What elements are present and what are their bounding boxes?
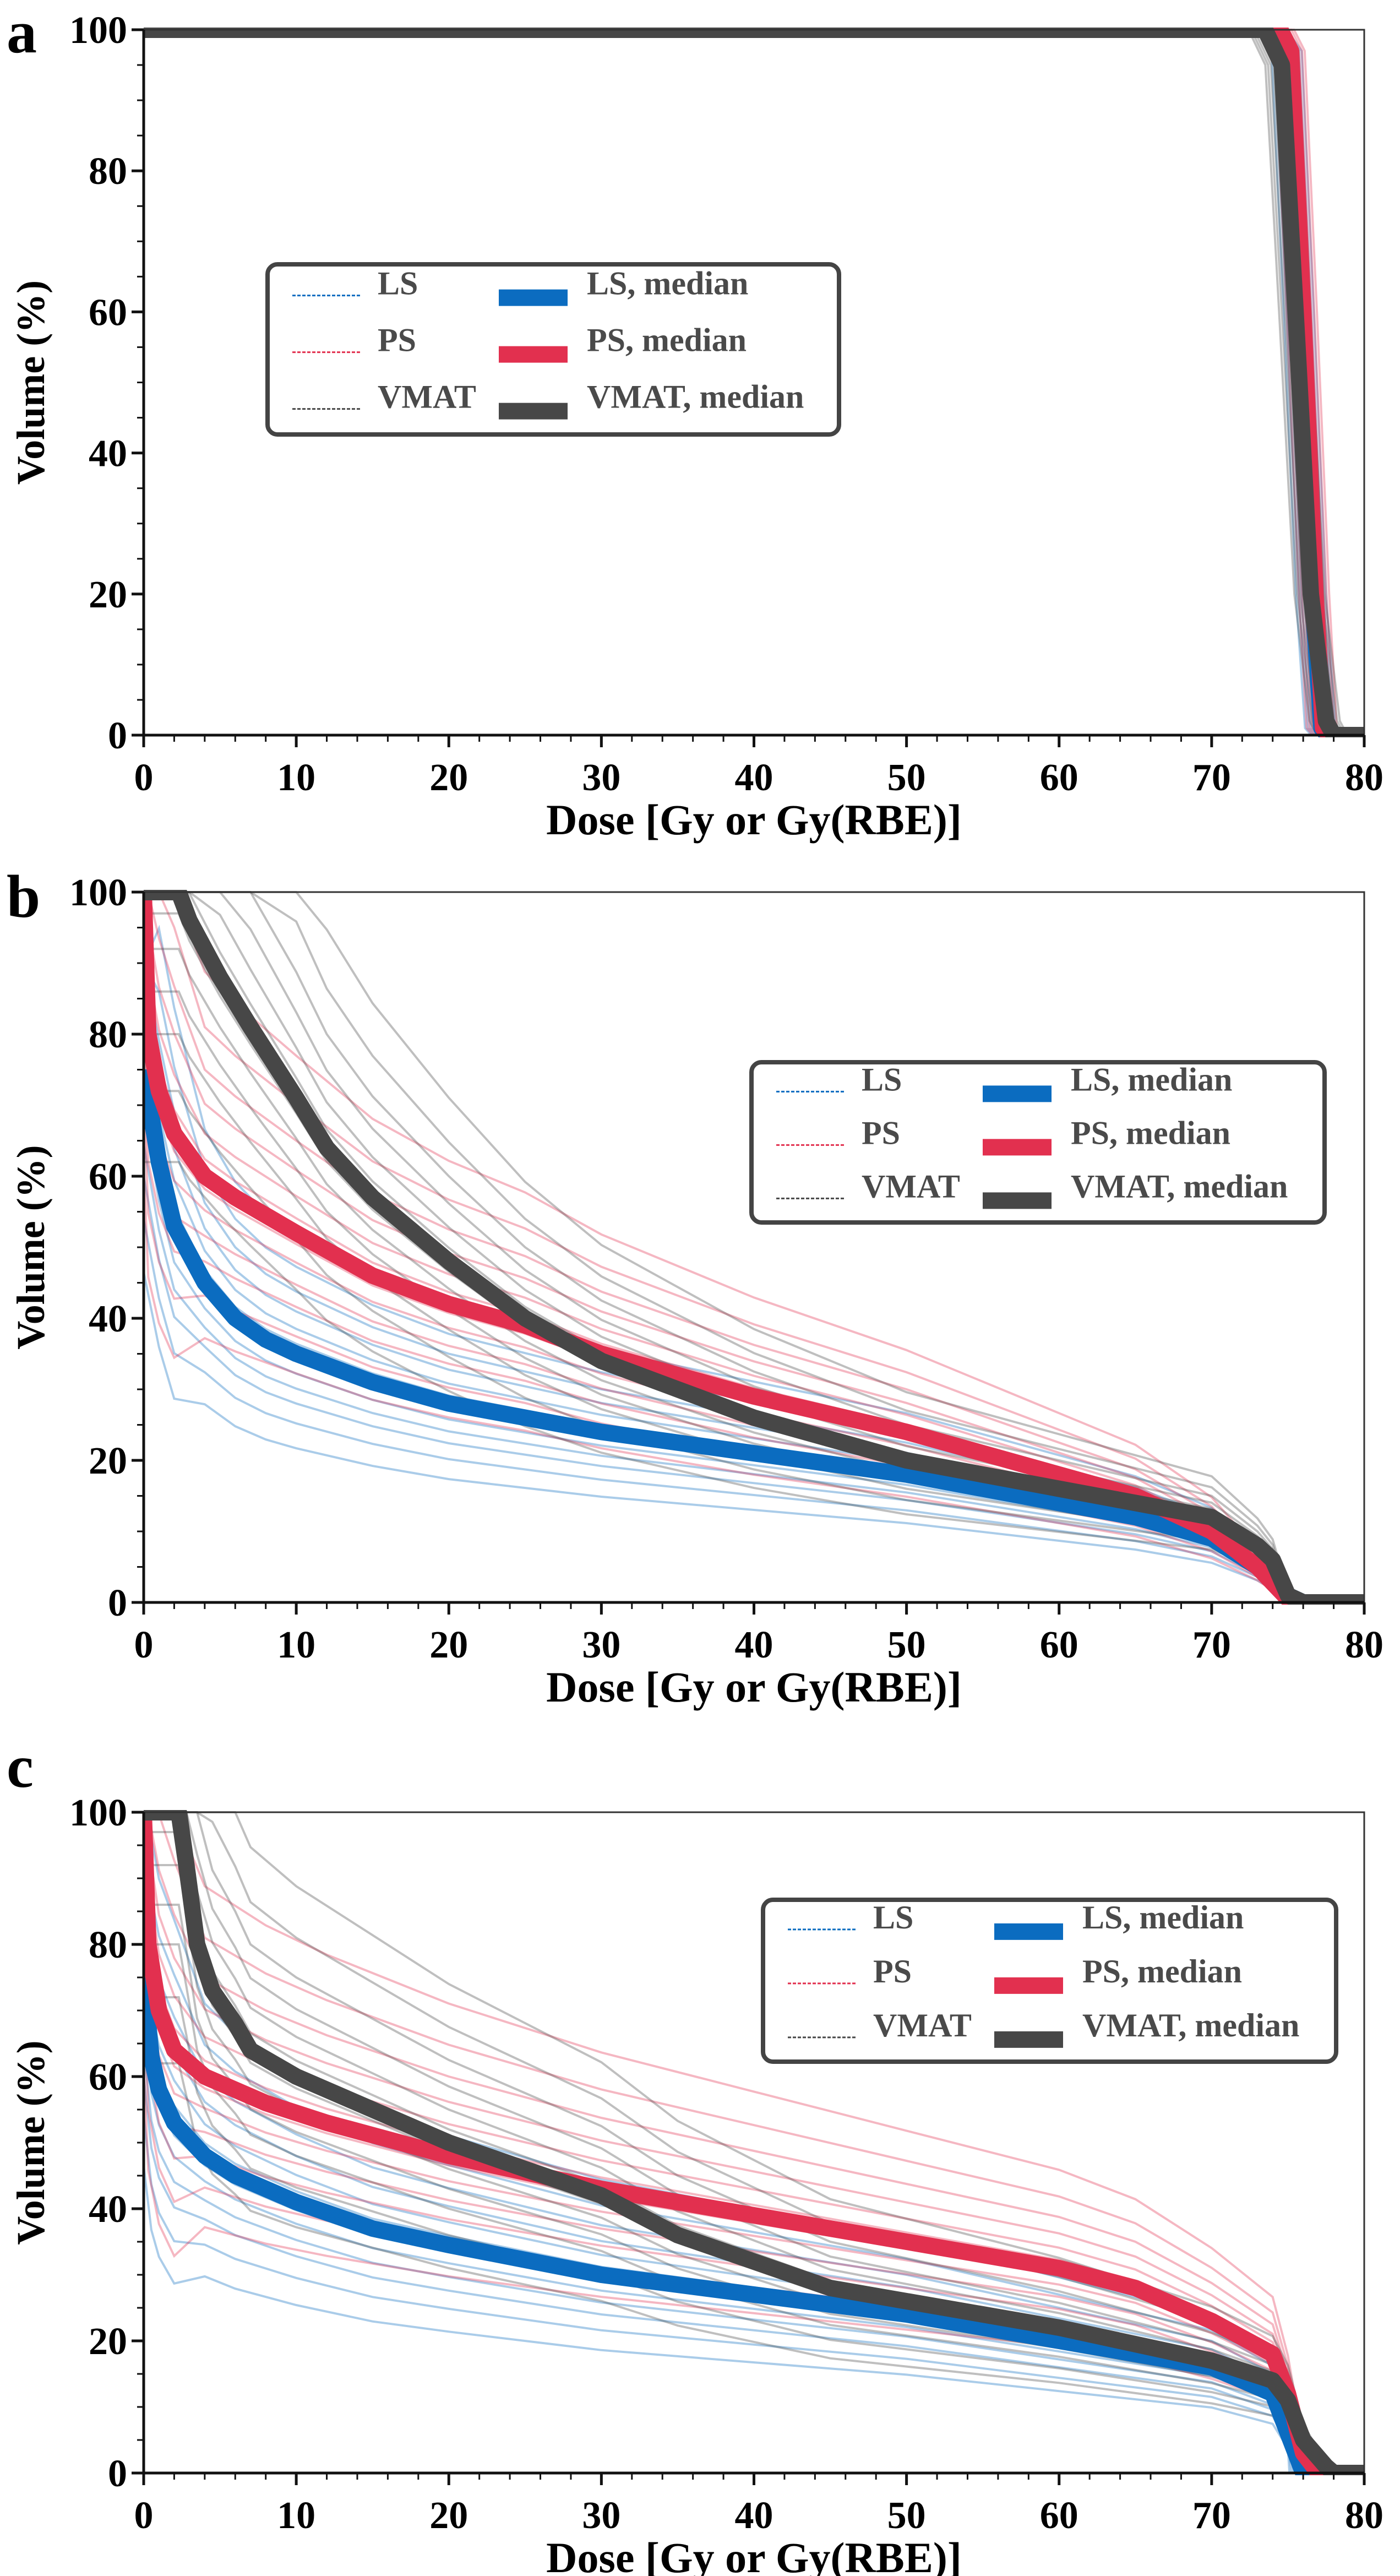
panel-label: c (7, 1733, 34, 1800)
legend-label: PS (378, 322, 416, 358)
x-axis-label: Dose [Gy or Gy(RBE)] (546, 796, 962, 844)
legend-label: VMAT, median (587, 379, 804, 415)
median-curve-vmat (144, 1810, 1364, 2475)
x-tick-label: 60 (1040, 757, 1078, 799)
x-tick-label: 20 (429, 757, 468, 799)
y-tick-label: 80 (89, 150, 127, 193)
y-tick-label: 60 (89, 291, 127, 334)
y-tick-label: 20 (89, 2320, 127, 2363)
x-tick-label: 50 (887, 1624, 926, 1666)
legend-label: LS (378, 265, 418, 302)
y-tick-label: 0 (108, 1582, 127, 1624)
legend: LS LS, median PS PS, median VMAT VMAT, median (749, 1060, 1327, 1225)
legend-label: LS, median (587, 265, 748, 302)
legend-label: LS, median (1071, 1061, 1232, 1097)
x-tick-label: 50 (887, 757, 926, 799)
y-tick-label: 80 (89, 1014, 127, 1056)
y-tick-label: 40 (89, 1298, 127, 1340)
y-tick-label: 80 (89, 1924, 127, 1966)
y-tick-label: 60 (89, 1156, 127, 1198)
x-tick-label: 70 (1192, 2495, 1231, 2537)
individual-curve-ps (144, 1162, 1351, 1604)
legend: LS LS, median PS PS, median VMAT VMAT, median (265, 262, 841, 437)
legend-label: PS (862, 1115, 900, 1151)
legend-label: VMAT (378, 379, 476, 415)
legend-label: LS (873, 1899, 913, 1936)
y-tick-label: 40 (89, 433, 127, 475)
x-tick-label: 40 (735, 1624, 773, 1666)
y-tick-label: 20 (89, 574, 127, 616)
x-tick-label: 0 (134, 1624, 154, 1666)
legend-label: LS, median (1082, 1899, 1244, 1936)
y-tick-label: 20 (89, 1440, 127, 1482)
y-tick-label: 100 (69, 872, 127, 914)
legend-label: PS, median (587, 322, 747, 358)
legend-label: PS, median (1071, 1115, 1230, 1151)
panel-label: a (7, 0, 37, 66)
x-tick-label: 30 (582, 1624, 620, 1666)
individual-curve-ps (144, 1811, 1364, 2474)
legend-label: VMAT, median (1071, 1168, 1288, 1204)
panel-c: c 0 10 20 30 40 50 60 70 80 0 20 40 60 80 100 Dose [Gy o… (7, 1733, 1383, 2576)
x-tick-label: 20 (429, 1624, 468, 1666)
legend-label: VMAT (862, 1168, 960, 1204)
individual-curve-ps (144, 1091, 1353, 1604)
x-tick-label: 80 (1345, 2495, 1383, 2537)
x-tick-label: 30 (582, 757, 620, 799)
x-tick-label: 60 (1040, 1624, 1078, 1666)
y-axis-label: Volume (%) (9, 1145, 53, 1349)
x-tick-label: 0 (134, 757, 154, 799)
x-tick-label: 10 (277, 1624, 315, 1666)
legend-label: LS (862, 1061, 902, 1097)
legend-label: PS (873, 1953, 912, 1990)
x-tick-label: 10 (277, 757, 315, 799)
x-tick-label: 40 (735, 2495, 773, 2537)
y-tick-label: 0 (108, 2453, 127, 2495)
y-tick-label: 0 (108, 715, 127, 757)
x-tick-label: 10 (277, 2495, 315, 2537)
x-tick-label: 30 (582, 2495, 620, 2537)
legend-label: PS, median (1082, 1953, 1242, 1990)
x-tick-label: 70 (1192, 1624, 1231, 1666)
x-tick-label: 70 (1192, 757, 1231, 799)
x-tick-label: 80 (1345, 757, 1383, 799)
median-curve-ls (144, 1976, 1364, 2475)
x-tick-label: 80 (1345, 1624, 1383, 1666)
y-tick-label: 100 (69, 1792, 127, 1834)
y-tick-label: 60 (89, 2056, 127, 2099)
y-axis-label: Volume (%) (9, 280, 53, 485)
median-curve-vmat (144, 28, 1364, 737)
y-axis-label: Volume (%) (9, 2040, 53, 2245)
y-tick-label: 40 (89, 2188, 127, 2231)
median-curve-vmat (144, 890, 1364, 1605)
x-axis-label: Dose [Gy or Gy(RBE)] (546, 1663, 962, 1711)
panel-a: a 0 10 20 30 40 50 60 70 80 0 20 40 60 80 100 Dose [Gy o… (7, 0, 1383, 844)
x-axis-label: Dose [Gy or Gy(RBE)] (546, 2534, 962, 2576)
x-tick-label: 0 (134, 2495, 154, 2537)
plot-area (144, 890, 1364, 1605)
x-tick-label: 60 (1040, 2495, 1078, 2537)
panel-label: b (7, 863, 40, 930)
legend: LS LS, median PS PS, median VMAT VMAT, median (761, 1898, 1338, 2064)
legend-label: VMAT (873, 2007, 972, 2044)
x-tick-label: 50 (887, 2495, 926, 2537)
x-tick-label: 20 (429, 2495, 468, 2537)
panel-b: b 0 10 20 30 40 50 60 70 80 0 20 40 60 80 100 Dose [Gy o… (7, 863, 1383, 1711)
y-tick-label: 100 (69, 9, 127, 52)
x-tick-label: 40 (735, 757, 773, 799)
individual-curve-ls (144, 1271, 1351, 1604)
legend-label: VMAT, median (1082, 2007, 1299, 2044)
individual-curve-ls (144, 2165, 1351, 2474)
